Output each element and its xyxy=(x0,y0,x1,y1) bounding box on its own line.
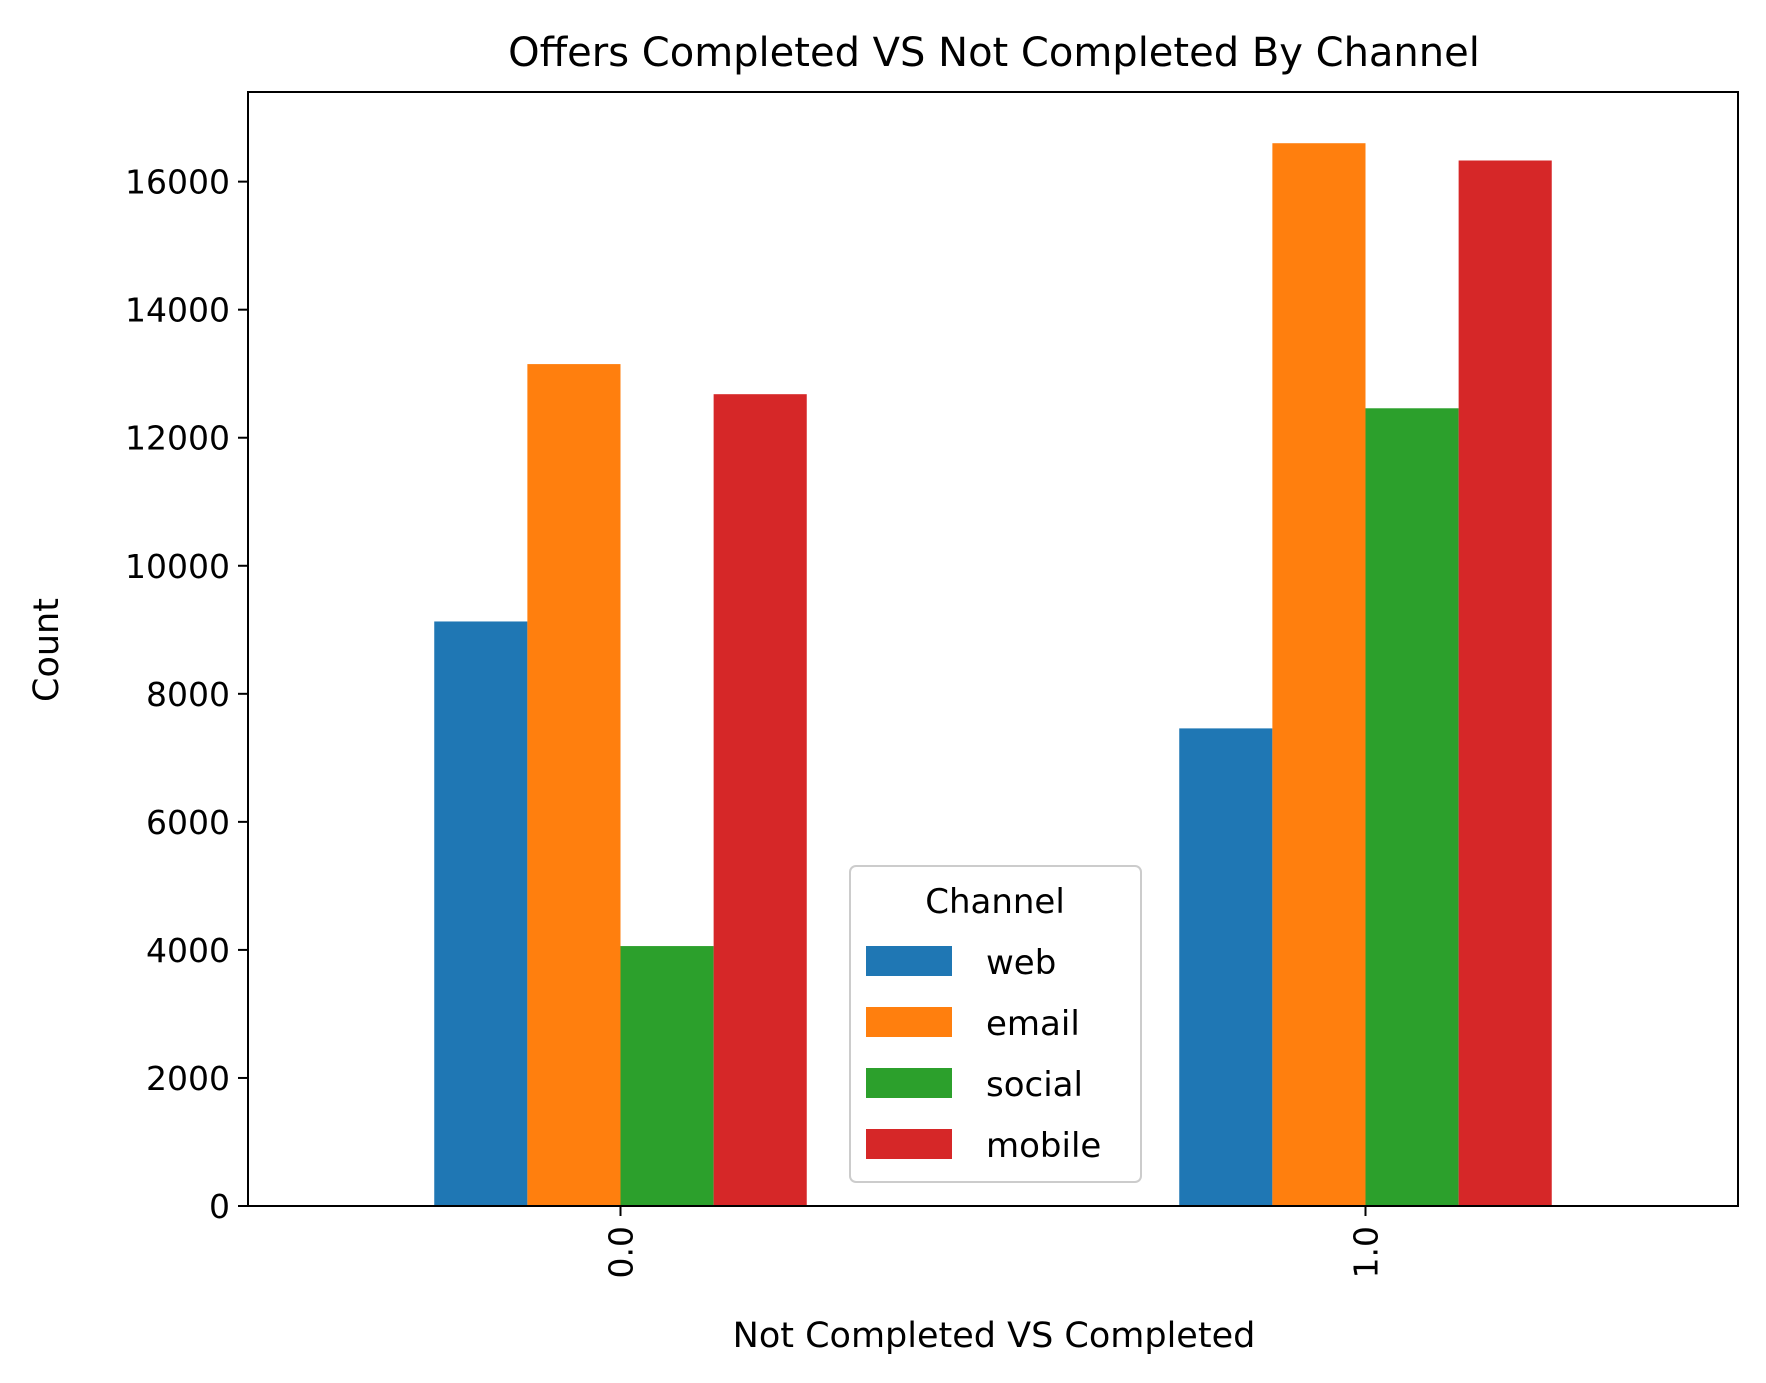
legend-label-email: email xyxy=(986,1004,1080,1044)
legend-box xyxy=(849,865,1142,1183)
bar-email-1.0 xyxy=(1272,143,1366,1206)
legend-swatch-email xyxy=(866,1007,952,1037)
legend-label-social: social xyxy=(986,1065,1083,1105)
bars-group xyxy=(434,143,1552,1207)
legend-swatch-mobile xyxy=(866,1129,952,1159)
chart-title: Offers Completed VS Not Completed By Cha… xyxy=(508,30,1480,76)
y-tick-label: 4000 xyxy=(146,931,230,970)
y-tick-label: 10000 xyxy=(125,547,230,586)
plot-frame xyxy=(247,91,1739,1207)
bar-mobile-1.0 xyxy=(1458,160,1552,1206)
x-tick-label: 0.0 xyxy=(602,1226,641,1278)
legend-items: web email social mobile xyxy=(866,943,1101,1166)
bar-web-0.0 xyxy=(434,621,528,1206)
bar-social-0.0 xyxy=(620,946,714,1206)
y-axis-label: Count xyxy=(27,598,67,702)
y-tick-label: 12000 xyxy=(125,419,230,458)
legend: Channel web email social mobile xyxy=(849,865,1142,1183)
y-tick-label: 16000 xyxy=(125,163,230,202)
legend-title: Channel xyxy=(925,882,1065,922)
legend-label-mobile: mobile xyxy=(986,1126,1101,1166)
y-tick-label: 0 xyxy=(209,1187,230,1226)
legend-swatch-web xyxy=(866,946,952,976)
legend-swatch-social xyxy=(866,1068,952,1098)
y-tick-label: 8000 xyxy=(146,675,230,714)
y-tick-label: 14000 xyxy=(125,291,230,330)
y-axis: 0 2000 4000 6000 8000 10000 12000 14000 16000 xyxy=(125,163,248,1226)
bar-mobile-0.0 xyxy=(713,394,807,1207)
bar-social-1.0 xyxy=(1365,408,1459,1206)
legend-label-web: web xyxy=(986,943,1056,983)
y-tick-label: 2000 xyxy=(146,1059,230,1098)
bar-email-0.0 xyxy=(527,364,621,1207)
x-axis: 0.0 1.0 xyxy=(602,1206,1386,1278)
y-tick-label: 6000 xyxy=(146,803,230,842)
x-axis-label: Not Completed VS Completed xyxy=(733,1316,1256,1356)
x-tick-label: 1.0 xyxy=(1347,1226,1386,1278)
bar-web-1.0 xyxy=(1179,728,1273,1206)
